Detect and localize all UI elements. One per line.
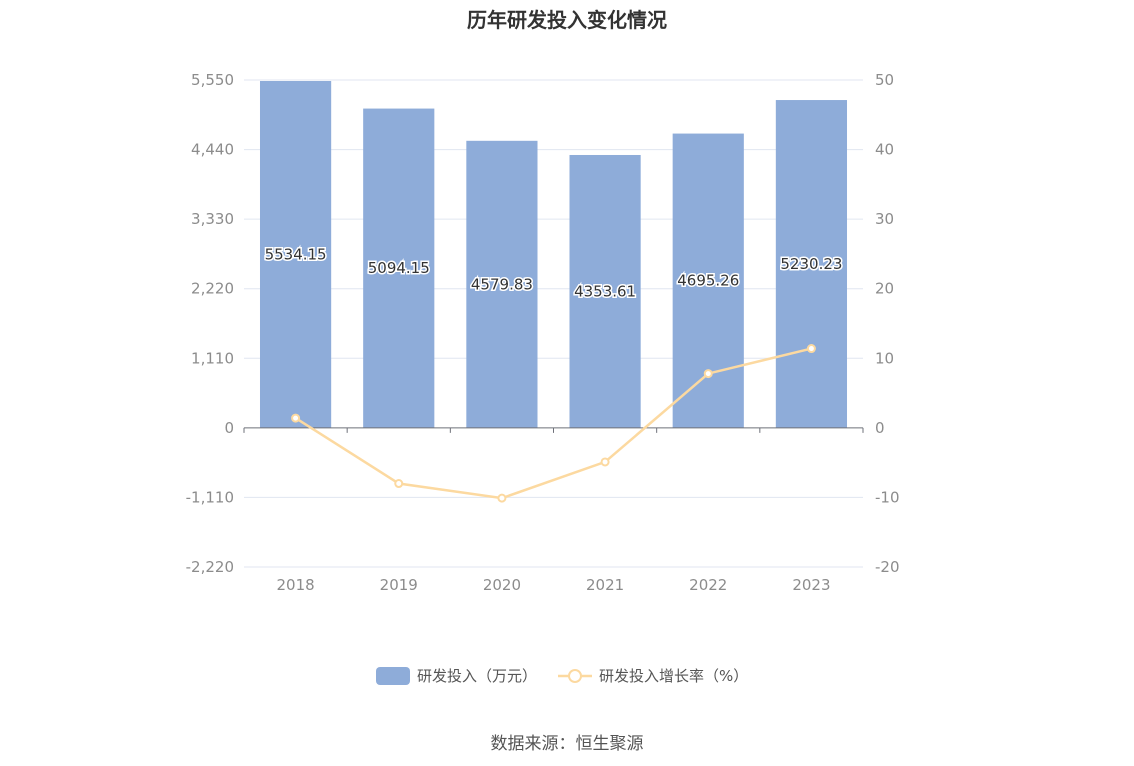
- x-axis-tick-label: 2021: [586, 576, 624, 594]
- right-y-axis: 50 40 30 20 10 0 -10 -20: [875, 71, 900, 576]
- bar-data-label: 4579.83: [471, 275, 533, 293]
- x-axis-tick-label: 2020: [483, 576, 521, 594]
- bar-data-label: 5534.15: [265, 245, 327, 263]
- growth-rate-point: [600, 457, 610, 467]
- source-note: 数据来源：恒生聚源: [490, 734, 644, 754]
- left-axis-tick-label: 0: [224, 419, 234, 437]
- growth-rate-point: [497, 493, 507, 503]
- growth-rate-line: [294, 347, 812, 500]
- left-y-axis: 5,550 4,440 3,330 2,220 1,110 0 -1,110 -2,220: [186, 71, 234, 576]
- x-axis-tick-label: 2018: [276, 576, 314, 594]
- bar-series: [259, 80, 848, 428]
- left-axis-tick-label: 2,220: [191, 280, 234, 298]
- right-axis-tick-label: 40: [875, 141, 894, 159]
- legend-swatch-point: [568, 669, 582, 683]
- left-axis-tick-label: -1,110: [186, 488, 234, 506]
- right-axis-tick-label: 30: [875, 210, 894, 228]
- bar: [363, 108, 435, 428]
- x-axis-tick-label: 2019: [380, 576, 418, 594]
- growth-rate-point: [394, 479, 404, 489]
- left-axis-tick-label: 1,110: [191, 349, 234, 367]
- chart-title: 历年研发投入变化情况: [467, 8, 667, 32]
- x-axis: 2018 2019 2020 2021 2022 2023: [243, 427, 864, 594]
- bar: [259, 80, 332, 428]
- bar-data-label: 5094.15: [368, 259, 430, 277]
- line-series: [291, 344, 816, 503]
- left-axis-tick-label: 3,330: [191, 210, 234, 228]
- bar: [775, 100, 848, 428]
- bar: [466, 140, 538, 428]
- x-axis-tick-label: 2022: [689, 576, 727, 594]
- bar: [672, 133, 744, 428]
- bar-data-labels: 5534.15 5094.15 4579.83 4353.61 4695.26 5230.…: [263, 244, 844, 302]
- left-axis-tick-label: 5,550: [191, 71, 234, 89]
- growth-rate-point: [806, 344, 816, 354]
- legend-swatch-bar: [376, 667, 410, 685]
- bar-data-label: 4353.61: [574, 282, 636, 300]
- right-axis-tick-label: -20: [875, 558, 900, 576]
- legend[interactable]: 研发投入（万元） 研发投入增长率（%）: [376, 667, 748, 685]
- left-axis-tick-label: -2,220: [186, 558, 234, 576]
- right-axis-tick-label: 20: [875, 280, 894, 298]
- x-axis-tick-label: 2023: [792, 576, 830, 594]
- legend-label-bar: 研发投入（万元）: [417, 667, 537, 685]
- legend-label-line: 研发投入增长率（%）: [599, 667, 748, 685]
- left-axis-tick-label: 4,440: [191, 141, 234, 159]
- right-axis-tick-label: -10: [875, 488, 900, 506]
- growth-rate-point: [703, 369, 713, 379]
- bar: [569, 154, 641, 428]
- right-axis-tick-label: 10: [875, 349, 894, 367]
- right-axis-tick-label: 50: [875, 71, 894, 89]
- bar-data-label: 4695.26: [677, 272, 739, 290]
- grid-lines: [244, 79, 863, 568]
- growth-rate-point: [291, 413, 301, 423]
- bar-data-label: 5230.23: [780, 255, 842, 273]
- right-axis-tick-label: 0: [875, 419, 885, 437]
